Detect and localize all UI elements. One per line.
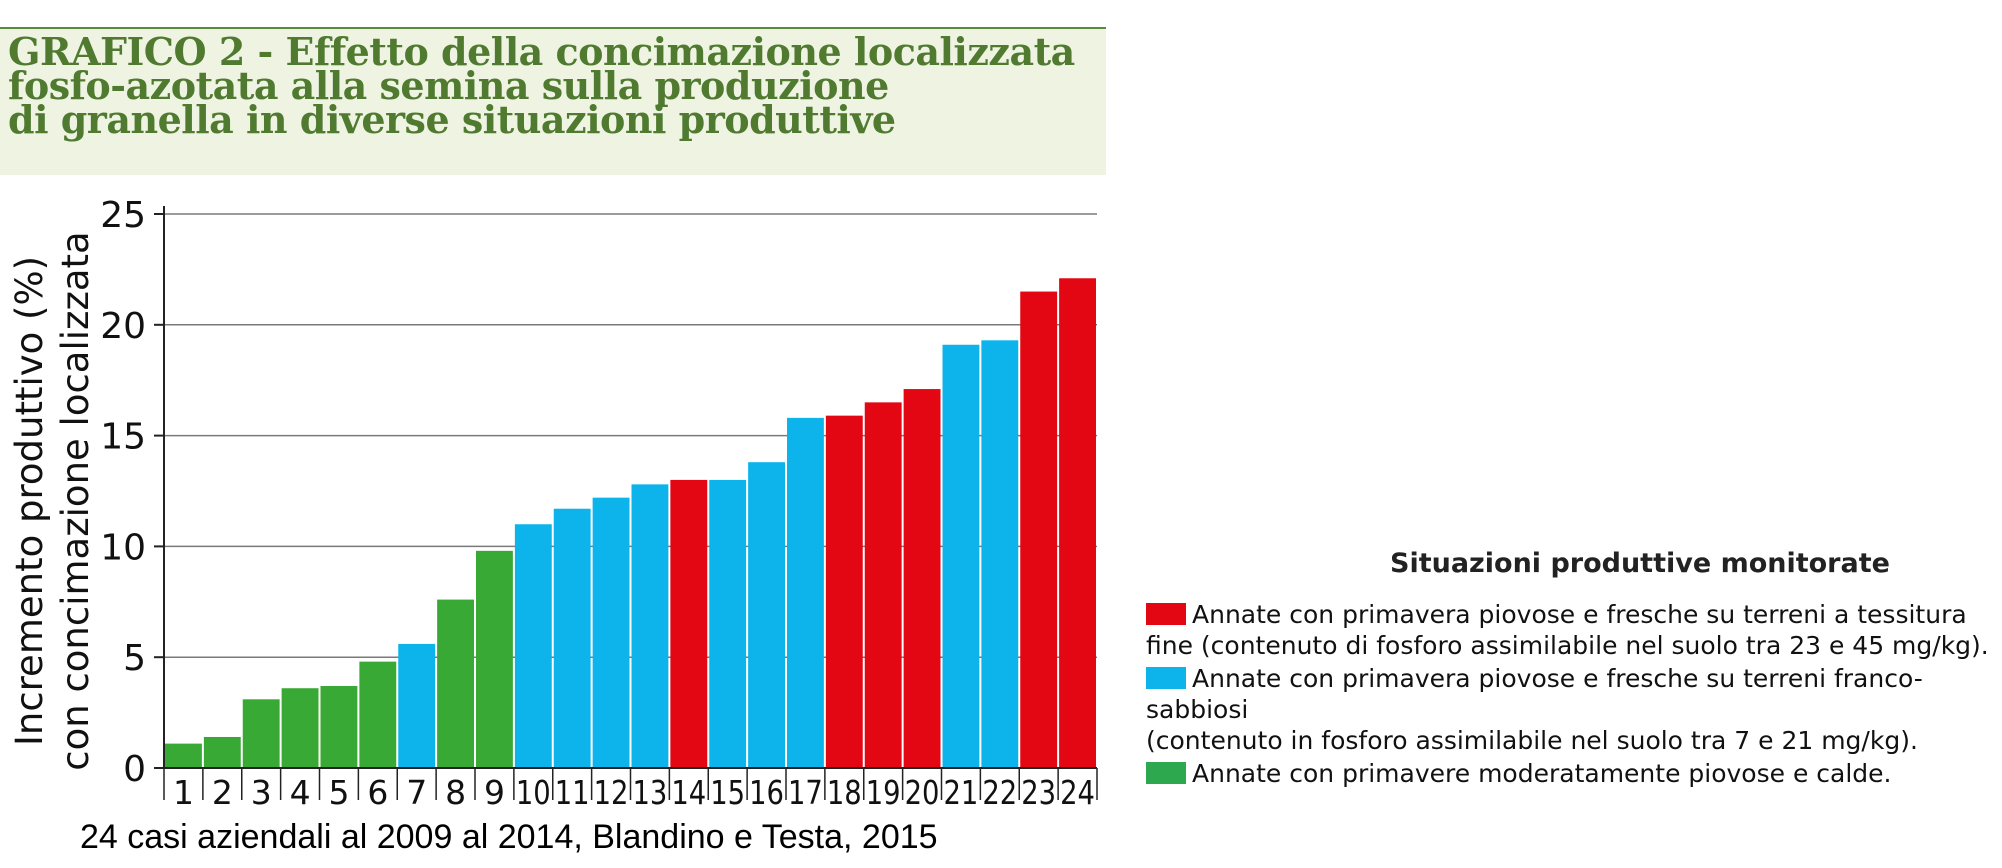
x-tick-label: 7 <box>406 773 427 812</box>
legend-text-red: Annate con primavera piovose e fresche s… <box>1146 600 1989 660</box>
legend-swatch-green <box>1146 762 1186 784</box>
bar <box>398 643 436 768</box>
x-tick-label: 24 <box>1060 773 1095 812</box>
bar <box>825 415 863 768</box>
x-tick-label: 19 <box>866 773 901 812</box>
x-tick-label: 10 <box>516 773 551 812</box>
chart-title-line-1: GRAFICO 2 - Effetto della concimazione l… <box>8 29 1075 74</box>
x-tick-label: 4 <box>290 773 311 812</box>
legend-item-red: Annate con primavera piovose e fresche s… <box>1146 599 2002 661</box>
x-tick-label: 8 <box>445 773 466 812</box>
y-tick-label: 5 <box>123 638 146 679</box>
x-tick-label: 6 <box>367 773 388 812</box>
bar <box>242 699 280 768</box>
bar <box>437 599 474 768</box>
bar <box>1059 278 1096 768</box>
bar <box>903 389 941 768</box>
y-tick-label: 25 <box>100 195 146 236</box>
chart-title-line-3: di granella in diverse situazioni produt… <box>8 97 896 142</box>
legend-text-green: Annate con primavere moderatamente piovo… <box>1192 759 1892 788</box>
x-tick-label: 1 <box>173 773 194 812</box>
x-tick-label: 14 <box>671 773 706 812</box>
y-tick-label: 20 <box>100 306 146 347</box>
bar <box>553 508 591 768</box>
legend: Situazioni produttive monitorate Annate … <box>1146 548 2002 791</box>
bar <box>592 497 630 768</box>
x-tick-label: 16 <box>749 773 784 812</box>
bar <box>359 661 397 768</box>
legend-text-blue: Annate con primavera piovose e fresche s… <box>1146 664 1923 755</box>
bar <box>281 688 319 768</box>
x-tick-label: 18 <box>827 773 862 812</box>
bar <box>942 344 980 768</box>
chart-title-line-2: fosfo-azotata alla semina sulla produzio… <box>8 63 889 108</box>
y-axis-label: Incremento produttivo (%) <box>8 256 51 746</box>
x-tick-label: 11 <box>555 773 590 812</box>
bar <box>320 686 358 768</box>
x-tick-label: 13 <box>633 773 668 812</box>
legend-item-green: Annate con primavere moderatamente piovo… <box>1146 758 2002 789</box>
x-tick-label: 5 <box>328 773 349 812</box>
bar <box>864 402 902 768</box>
bar <box>631 484 669 768</box>
x-tick-label: 15 <box>710 773 745 812</box>
bar <box>981 340 1019 768</box>
legend-swatch-red <box>1146 603 1186 625</box>
x-tick-label: 3 <box>251 773 272 812</box>
x-tick-label: 22 <box>982 773 1017 812</box>
legend-item-blue: Annate con primavera piovose e fresche s… <box>1146 663 2002 756</box>
y-tick-label: 0 <box>123 749 146 790</box>
bar <box>748 462 785 768</box>
y-axis-label: con concimazione localizzata <box>54 231 97 770</box>
source-caption: 24 casi aziendali al 2009 al 2014, Bland… <box>80 818 938 856</box>
x-tick-label: 23 <box>1021 773 1056 812</box>
x-tick-label: 12 <box>594 773 629 812</box>
y-tick-label: 15 <box>100 417 146 458</box>
legend-swatch-blue <box>1146 667 1186 689</box>
bar <box>476 550 513 768</box>
legend-title: Situazioni produttive monitorate <box>1390 548 1890 579</box>
x-tick-label: 17 <box>788 773 823 812</box>
bar <box>1020 291 1058 768</box>
bar <box>203 736 241 768</box>
bar <box>165 743 202 768</box>
bar <box>670 479 708 768</box>
chart-title-box: GRAFICO 2 - Effetto della concimazione l… <box>0 27 1106 175</box>
bar <box>514 524 552 768</box>
y-tick-label: 10 <box>100 527 146 568</box>
x-tick-label: 2 <box>212 773 233 812</box>
x-tick-label: 9 <box>484 773 505 812</box>
bar <box>787 417 824 768</box>
x-tick-label: 21 <box>944 773 979 812</box>
x-tick-label: 20 <box>905 773 940 812</box>
bar <box>709 479 747 768</box>
